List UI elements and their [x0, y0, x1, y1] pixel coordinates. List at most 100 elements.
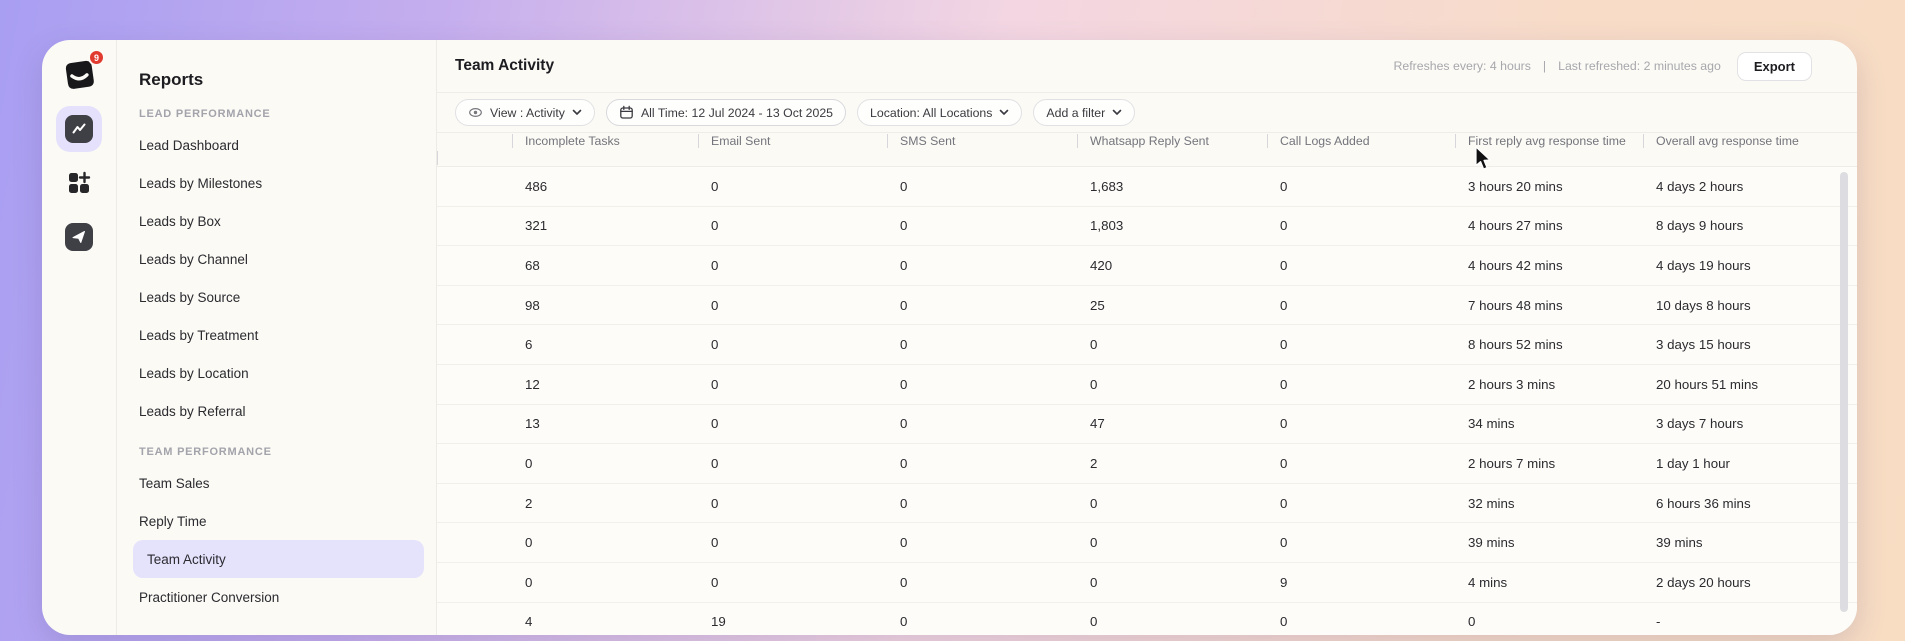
section-label-team-performance: TEAM PERFORMANCE [139, 446, 272, 458]
eye-icon [469, 107, 482, 118]
table-row[interactable]: 68 0 0 420 0 4 hours 42 mins 4 days 19 hours [437, 246, 1857, 286]
cell-first-reply-avg-response-time: 3 hours 20 mins [1468, 178, 1563, 194]
nav-send-button[interactable] [56, 214, 102, 260]
column-divider[interactable] [887, 134, 888, 149]
app-logo[interactable]: 9 [59, 49, 105, 94]
column-header-label: SMS Sent [900, 134, 956, 149]
icon-rail: 9 [42, 40, 117, 635]
cell-overall-avg-response-time: 20 hours 51 mins [1656, 376, 1758, 392]
table-row[interactable]: 13 0 0 47 0 34 mins 3 days 7 hours [437, 404, 1857, 445]
section-label-lead-performance: LEAD PERFORMANCE [139, 108, 271, 120]
sidebar-item-leads-by-treatment[interactable]: Leads by Treatment [139, 327, 259, 343]
sidebar-item-leads-by-channel[interactable]: Leads by Channel [139, 251, 248, 267]
cell-call-logs-added: 0 [1280, 337, 1288, 353]
cell-whatsapp-reply-sent: 1,683 [1090, 178, 1124, 194]
table-header-tail [437, 150, 512, 165]
table-row[interactable]: 0 0 0 0 9 4 mins 2 days 20 hours [437, 562, 1857, 603]
column-header-label: Email Sent [711, 134, 771, 149]
cell-incomplete-tasks: 4 [525, 614, 533, 630]
table-row[interactable]: 0 0 0 0 0 39 mins 39 mins [437, 523, 1857, 563]
cell-first-reply-avg-response-time: 34 mins [1468, 416, 1515, 432]
column-header-overall-avg-response-time[interactable]: Overall avg response time [1643, 134, 1857, 149]
cell-overall-avg-response-time: 2 days 20 hours [1656, 574, 1751, 590]
cell-sms-sent: 0 [900, 535, 908, 551]
filter-bar: View : Activity All Time: 12 Jul 2024 - … [437, 93, 1857, 133]
table-body: 486 0 0 1,683 0 3 hours 20 mins 4 days 2 hours… [437, 167, 1857, 635]
cell-whatsapp-reply-sent: 0 [1090, 614, 1098, 630]
column-divider[interactable] [1267, 134, 1268, 149]
table-row[interactable]: 486 0 0 1,683 0 3 hours 20 mins 4 days 2 hours [437, 167, 1857, 207]
cell-call-logs-added: 9 [1280, 574, 1288, 590]
sidebar-item-leads-by-box[interactable]: Leads by Box [139, 213, 221, 229]
cell-whatsapp-reply-sent: 0 [1090, 495, 1098, 511]
date-range-label: All Time: 12 Jul 2024 - 13 Oct 2025 [640, 105, 834, 120]
sidebar-item-team-sales[interactable]: Team Sales [139, 475, 210, 491]
cell-sms-sent: 0 [900, 455, 908, 471]
cell-incomplete-tasks: 68 [525, 257, 540, 273]
cell-first-reply-avg-response-time: 8 hours 52 mins [1468, 337, 1563, 353]
cell-sms-sent: 0 [900, 614, 908, 630]
table-row[interactable]: 6 0 0 0 0 8 hours 52 mins 3 days 15 hours [437, 325, 1857, 365]
cell-call-logs-added: 0 [1280, 614, 1288, 630]
column-header-whatsapp-reply-sent[interactable]: Whatsapp Reply Sent [1077, 134, 1267, 149]
column-divider[interactable] [512, 134, 513, 149]
table-row[interactable]: 4 19 0 0 0 0 - [437, 602, 1857, 635]
cell-call-logs-added: 0 [1280, 218, 1288, 234]
app-logo-icon [65, 60, 94, 89]
sidebar-item-leads-by-referral[interactable]: Leads by Referral [139, 403, 246, 419]
column-divider[interactable] [698, 134, 699, 149]
cell-whatsapp-reply-sent: 2 [1090, 455, 1098, 471]
table-row[interactable]: 12 0 0 0 0 2 hours 3 mins 20 hours 51 mins [437, 364, 1857, 405]
cell-sms-sent: 0 [900, 376, 908, 392]
column-header-call-logs-added[interactable]: Call Logs Added [1267, 134, 1455, 149]
table-row[interactable]: 0 0 0 2 0 2 hours 7 mins 1 day 1 hour [437, 444, 1857, 484]
nav-reports-button[interactable] [56, 106, 102, 152]
table-row[interactable]: 2 0 0 0 0 32 mins 6 hours 36 mins [437, 483, 1857, 524]
date-range-pill[interactable]: All Time: 12 Jul 2024 - 13 Oct 2025 [605, 99, 847, 126]
calendar-icon [620, 105, 633, 119]
cell-email-sent: 0 [711, 455, 719, 471]
sidebar-item-leads-by-milestones[interactable]: Leads by Milestones [139, 175, 263, 191]
cell-incomplete-tasks: 0 [525, 455, 533, 471]
column-header-label: Overall avg response time [1656, 134, 1799, 149]
column-divider[interactable] [1077, 134, 1078, 149]
sidebar-item-reply-time[interactable]: Reply Time [139, 513, 207, 529]
column-header-incomplete-tasks[interactable]: Incomplete Tasks [512, 134, 698, 149]
cell-email-sent: 0 [711, 574, 719, 590]
view-filter-pill[interactable]: View : Activity [455, 99, 595, 126]
cell-email-sent: 0 [711, 337, 719, 353]
column-divider[interactable] [437, 150, 438, 165]
cell-email-sent: 0 [711, 416, 719, 432]
table-row[interactable]: 321 0 0 1,803 0 4 hours 27 mins 8 days 9 hours [437, 206, 1857, 247]
add-filter-pill[interactable]: Add a filter [1033, 99, 1136, 126]
cell-first-reply-avg-response-time: 39 mins [1468, 535, 1515, 551]
sidebar-item-team-activity[interactable]: Team Activity [133, 540, 424, 578]
cell-sms-sent: 0 [900, 337, 908, 353]
column-header-email-sent[interactable]: Email Sent [698, 134, 887, 149]
cell-overall-avg-response-time: - [1656, 614, 1661, 630]
column-divider[interactable] [1455, 134, 1456, 149]
sidebar-item-practitioner-conversion[interactable]: Practitioner Conversion [139, 589, 280, 605]
sidebar-item-leads-by-source[interactable]: Leads by Source [139, 289, 241, 305]
view-filter-label: View : Activity [490, 105, 565, 120]
export-button[interactable]: Export [1736, 51, 1812, 81]
cell-email-sent: 0 [711, 178, 719, 194]
cell-overall-avg-response-time: 10 days 8 hours [1656, 297, 1751, 313]
table-row[interactable]: 98 0 0 25 0 7 hours 48 mins 10 days 8 hours [437, 285, 1857, 326]
cell-overall-avg-response-time: 4 days 2 hours [1656, 178, 1744, 194]
nav-apps-button[interactable] [56, 160, 102, 206]
sidebar-item-leads-by-location[interactable]: Leads by Location [139, 365, 249, 381]
column-header-first-reply-avg-response-time[interactable]: First reply avg response time [1455, 134, 1643, 149]
cell-sms-sent: 0 [900, 416, 908, 432]
chart-trend-icon [65, 115, 93, 143]
column-header-label: Call Logs Added [1280, 134, 1370, 149]
cell-overall-avg-response-time: 6 hours 36 mins [1656, 495, 1751, 511]
column-header-sms-sent[interactable]: SMS Sent [887, 134, 1077, 149]
sidebar-item-lead-dashboard[interactable]: Lead Dashboard [139, 137, 239, 153]
column-divider[interactable] [1643, 134, 1644, 149]
cell-first-reply-avg-response-time: 2 hours 3 mins [1468, 376, 1556, 392]
vertical-scrollbar[interactable] [1840, 172, 1848, 612]
location-filter-pill[interactable]: Location: All Locations [857, 99, 1023, 126]
cell-first-reply-avg-response-time: 32 mins [1468, 495, 1515, 511]
chevron-down-icon [1112, 109, 1122, 115]
